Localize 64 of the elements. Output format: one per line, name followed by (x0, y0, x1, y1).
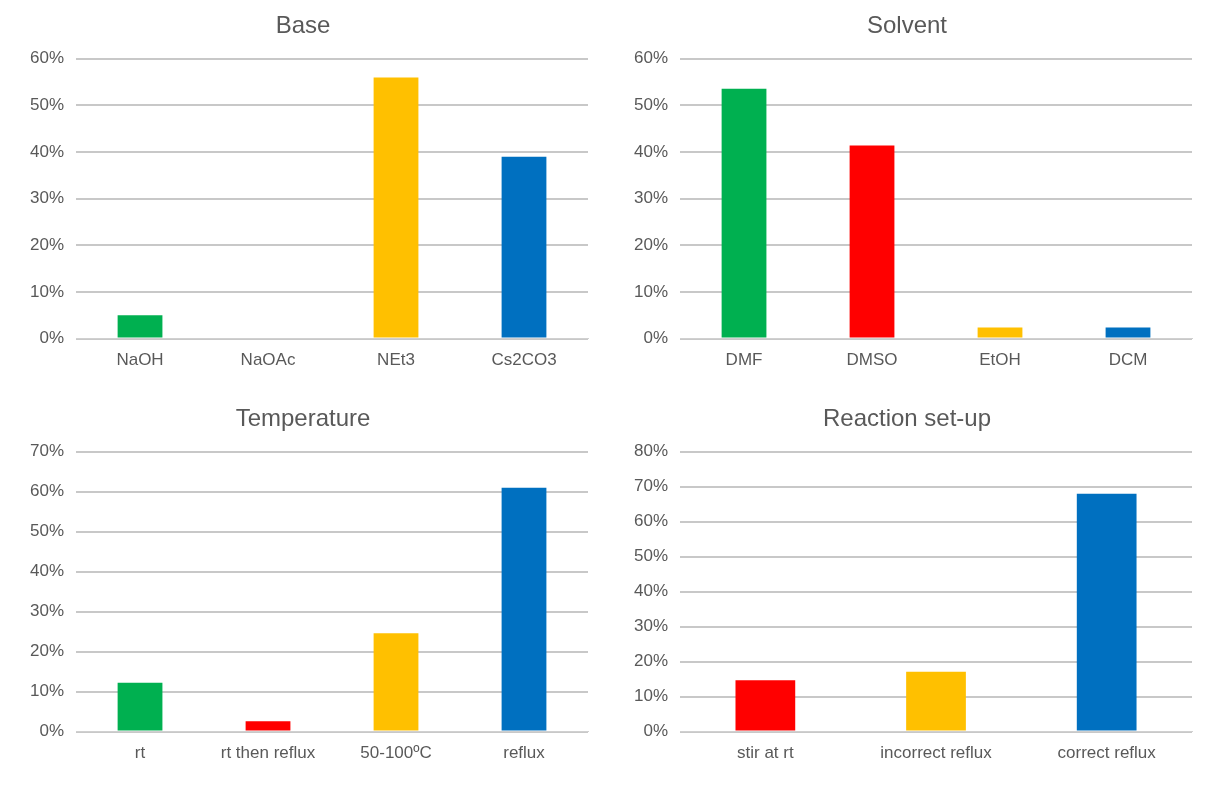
y-tick-label: 30% (29, 188, 65, 208)
y-tick-label: 30% (633, 616, 669, 636)
x-tick-label: DCM (1108, 350, 1148, 370)
bar (1105, 327, 1151, 338)
x-tick-label: reflux (503, 743, 546, 763)
y-tick-label: 0% (643, 721, 669, 741)
bar (245, 721, 291, 731)
y-tick-label: 80% (633, 441, 669, 461)
y-tick-label: 0% (39, 721, 65, 741)
bar (501, 487, 547, 731)
x-tick-label: rt then reflux (220, 743, 316, 763)
chart-title: Solvent (866, 11, 948, 39)
y-tick-label: 30% (633, 188, 669, 208)
y-tick-label: 10% (633, 686, 669, 706)
x-tick-label: rt (134, 743, 146, 763)
y-tick-label: 40% (29, 141, 65, 161)
y-tick-label: 50% (633, 95, 669, 115)
y-tick-label: 20% (633, 235, 669, 255)
bar (735, 680, 796, 731)
y-tick-label: 20% (29, 641, 65, 661)
bar (501, 156, 547, 338)
bar (721, 88, 767, 338)
y-tick-label: 10% (29, 281, 65, 301)
x-tick-label: Cs2CO3 (491, 350, 557, 370)
x-tick-label: DMSO (846, 350, 898, 370)
y-tick-label: 40% (633, 141, 669, 161)
y-tick-label: 60% (29, 48, 65, 68)
x-tick-label: incorrect reflux (880, 743, 993, 763)
bar (373, 633, 419, 731)
x-tick-label: NaOAc (240, 350, 296, 370)
y-tick-label: 30% (29, 601, 65, 621)
x-tick-label: 50-100ºC (360, 743, 432, 763)
y-tick-label: 50% (29, 521, 65, 541)
x-tick-label: correct reflux (1057, 743, 1157, 763)
bar (977, 327, 1023, 338)
chart-title: Base (275, 11, 331, 39)
x-tick-label: NaOH (116, 350, 164, 370)
y-tick-label: 20% (29, 235, 65, 255)
bar (373, 77, 419, 338)
bar (906, 671, 966, 731)
y-tick-label: 10% (29, 681, 65, 701)
y-tick-label: 0% (39, 328, 65, 348)
bar (849, 145, 895, 338)
y-tick-label: 60% (633, 48, 669, 68)
chart-title: Reaction set-up (822, 404, 992, 432)
y-tick-label: 70% (29, 441, 65, 461)
bar (1076, 493, 1137, 731)
x-tick-label: stir at rt (737, 743, 794, 763)
chart-title: Temperature (235, 404, 371, 432)
y-tick-label: 40% (633, 581, 669, 601)
x-tick-label: EtOH (979, 350, 1021, 370)
y-tick-label: 60% (29, 481, 65, 501)
x-tick-label: DMF (725, 350, 763, 370)
y-tick-label: 50% (633, 546, 669, 566)
y-tick-label: 40% (29, 561, 65, 581)
y-tick-label: 60% (633, 511, 669, 531)
y-tick-label: 70% (633, 476, 669, 496)
bar (117, 682, 163, 731)
y-tick-label: 20% (633, 651, 669, 671)
y-tick-label: 0% (643, 328, 669, 348)
y-tick-label: 50% (29, 95, 65, 115)
y-tick-label: 10% (633, 281, 669, 301)
bar (117, 315, 163, 338)
x-tick-label: NEt3 (377, 350, 415, 370)
